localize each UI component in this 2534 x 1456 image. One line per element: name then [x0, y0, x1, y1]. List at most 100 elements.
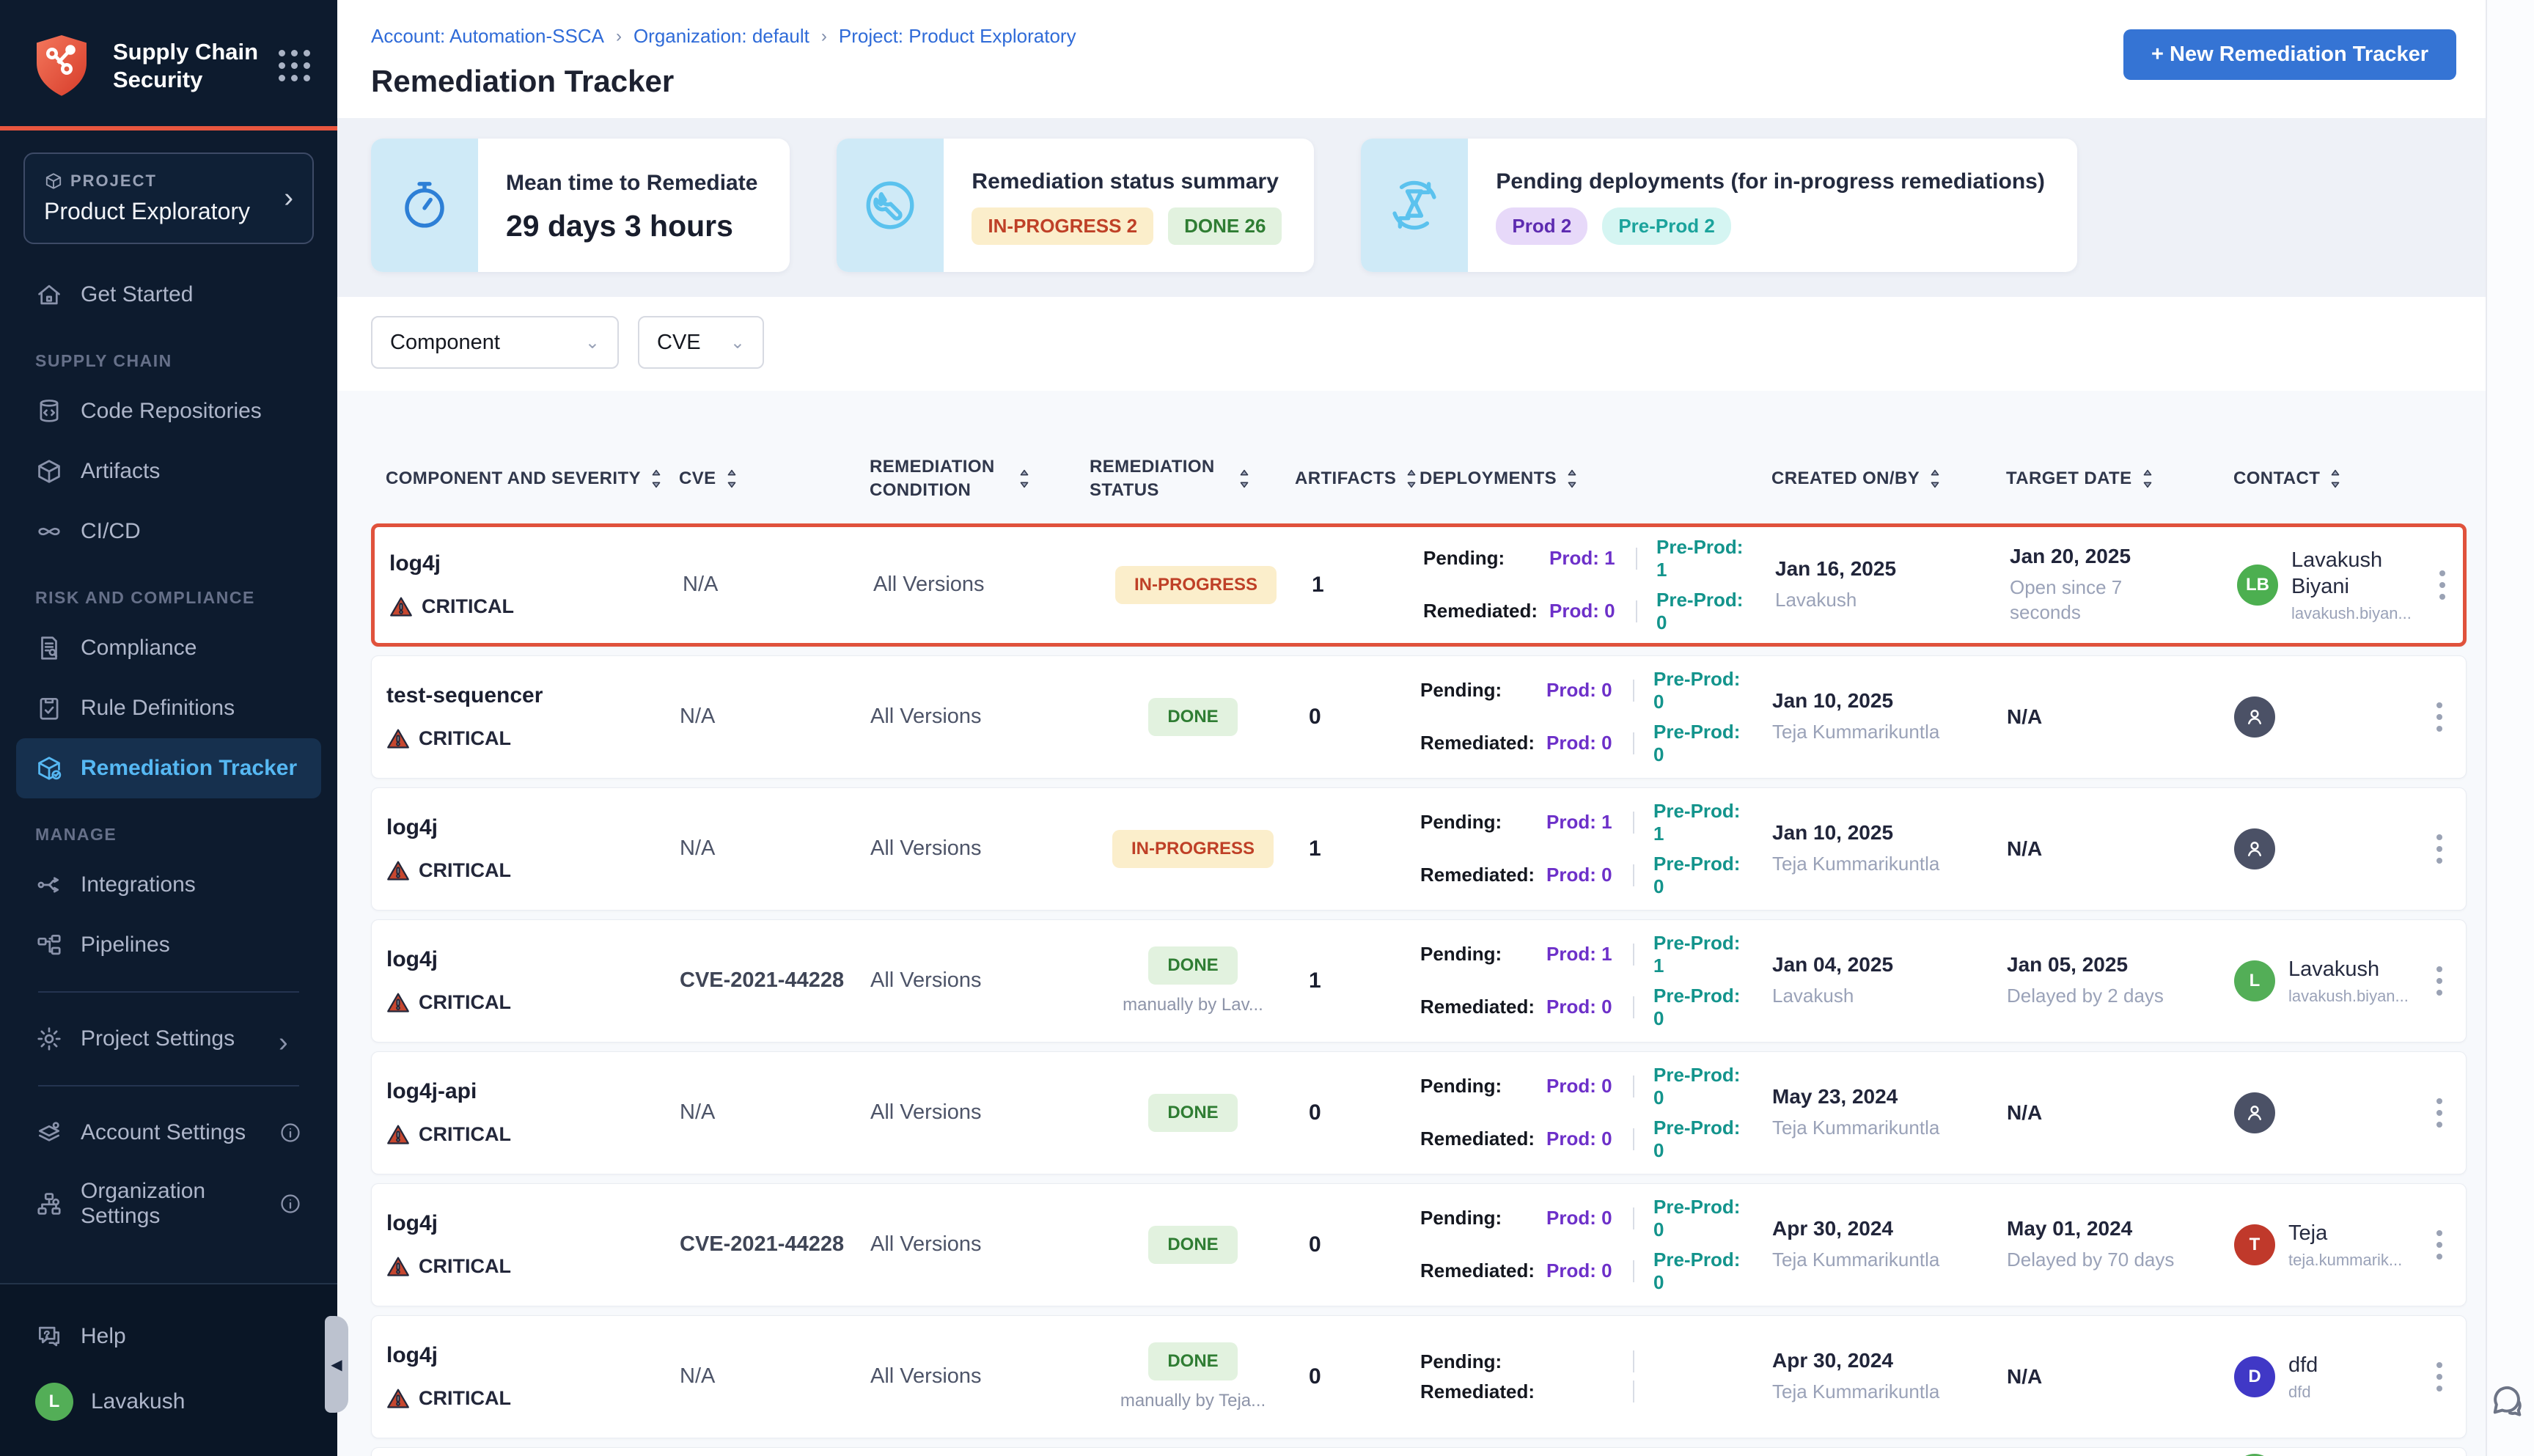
- table-row[interactable]: log4j CRITICAL CVE-2021-44228 All Versions D…: [371, 1183, 2467, 1306]
- cve-filter-label: CVE: [657, 330, 701, 354]
- sidebar-item-compliance[interactable]: Compliance: [16, 618, 321, 678]
- user-avatar: L: [35, 1383, 73, 1421]
- critical-warning-icon: [386, 727, 410, 751]
- status-badge: IN-PROGRESS: [1112, 829, 1274, 868]
- sort-icon[interactable]: [2140, 468, 2156, 490]
- sidebar-item-label: Code Repositories: [81, 399, 262, 423]
- deployments-line: Pending:: [1420, 1350, 1772, 1373]
- row-menu-icon[interactable]: [2417, 1355, 2461, 1399]
- table-row[interactable]: log4j CRITICAL N/A All Versions IN-PROGRESS 1…: [371, 787, 2467, 911]
- cve-cell: N/A: [680, 1100, 716, 1125]
- contact-name: Lavakush: [2288, 957, 2380, 981]
- sidebar-item-project-settings[interactable]: Project Settings ›: [16, 1009, 321, 1069]
- row-menu-icon[interactable]: [2420, 563, 2464, 607]
- table-row[interactable]: log4j-api CRITICAL N/A All Versions DONE 0 Pen…: [371, 1051, 2467, 1174]
- row-menu-icon[interactable]: [2417, 1223, 2461, 1267]
- nav-section-label: SUPPLY CHAIN: [35, 351, 172, 370]
- sort-icon[interactable]: [1016, 468, 1032, 490]
- component-cell: log4j-c: [386, 1454, 680, 1456]
- sort-icon[interactable]: [1564, 468, 1580, 490]
- column-header-remediation-condition[interactable]: REMEDIATION CONDITION: [870, 455, 1090, 503]
- deployments-cell: Pending: Prod: 1 Pre-Prod: 1 Remediated: Pro…: [1420, 793, 1772, 905]
- row-menu-icon[interactable]: [2417, 1091, 2461, 1135]
- chevron-down-icon: ⌄: [584, 332, 600, 353]
- sidebar-item-code-repositories[interactable]: Code Repositories: [16, 381, 321, 441]
- contact-avatar: L: [2234, 960, 2275, 1001]
- column-header-contact[interactable]: CONTACT: [2233, 467, 2417, 490]
- created-cell: Apr 30, 2024 Teja Kummarikuntla: [1772, 1349, 2007, 1405]
- sort-icon[interactable]: [724, 468, 740, 490]
- table-row[interactable]: log4j CRITICAL N/A All Versions DONE manually…: [371, 1315, 2467, 1438]
- integrations-icon: [35, 871, 63, 899]
- sidebar-item-integrations[interactable]: Integrations: [16, 855, 321, 915]
- project-label: PROJECT: [70, 172, 157, 190]
- sidebar-item-label: CI/CD: [81, 519, 141, 543]
- status-note: manually by Teja...: [1120, 1390, 1266, 1411]
- sort-icon[interactable]: [648, 468, 664, 490]
- sidebar-item-remediation-tracker[interactable]: Remediation Tracker: [16, 738, 321, 798]
- sidebar-user[interactable]: L Lavakush: [16, 1367, 321, 1437]
- sidebar-item-label: Pipelines: [81, 933, 170, 957]
- breadcrumb-link[interactable]: Organization: default: [633, 25, 809, 47]
- hourglass-sync-icon: [1387, 177, 1442, 233]
- component-name: log4j: [389, 551, 441, 576]
- sort-icon[interactable]: [1403, 468, 1420, 490]
- column-header-component-and-severity[interactable]: COMPONENT AND SEVERITY: [386, 467, 679, 490]
- remediation-status-cell: DONE: [1090, 1093, 1296, 1132]
- preprod-count: Pre-Prod: 0: [1653, 852, 1741, 897]
- component-cell: log4j-api CRITICAL: [386, 1079, 680, 1147]
- status-summary-badges: IN-PROGRESS 2 DONE 26: [972, 207, 1282, 245]
- app-switcher-icon[interactable]: [279, 50, 311, 82]
- cve-filter[interactable]: CVE ⌄: [638, 316, 764, 369]
- sidebar-item-organization-settings[interactable]: Organization Settings: [16, 1163, 321, 1245]
- sidebar-item-rule-definitions[interactable]: Rule Definitions: [16, 678, 321, 738]
- project-selector[interactable]: PROJECT Product Exploratory ›: [23, 152, 314, 244]
- row-menu-icon[interactable]: [2417, 695, 2461, 739]
- deployments-line: Pending: Prod: 0 Pre-Prod: 0: [1420, 668, 1772, 713]
- cve-cell: CVE-2021-44228: [680, 968, 845, 993]
- column-header-deployments[interactable]: DEPLOYMENTS: [1420, 467, 1771, 490]
- sidebar-item-label: Integrations: [81, 872, 196, 897]
- deployments-line: Pending: Prod: 0 Pre-Prod: 0: [1420, 1196, 1772, 1241]
- row-menu-icon[interactable]: [2417, 959, 2461, 1003]
- feedback-chat-icon[interactable]: [2487, 1380, 2528, 1421]
- sidebar-collapse-handle[interactable]: ◀: [325, 1316, 348, 1413]
- table-row[interactable]: test-sequencer CRITICAL N/A All Versions DON…: [371, 655, 2467, 779]
- sidebar-item-account-settings[interactable]: Account Settings: [16, 1103, 321, 1163]
- sidebar-item-label: Organization Settings: [81, 1179, 206, 1228]
- sidebar-item-get-started[interactable]: Get Started: [16, 265, 321, 325]
- sidebar-item-pipelines[interactable]: Pipelines: [16, 915, 321, 975]
- contact-email: dfd: [2288, 1382, 2311, 1401]
- breadcrumb-link[interactable]: Account: Automation-SSCA: [371, 25, 604, 47]
- column-header-target-date[interactable]: TARGET DATE: [2006, 467, 2233, 490]
- sidebar-item-artifacts[interactable]: Artifacts: [16, 441, 321, 501]
- component-cell: log4j CRITICAL: [386, 947, 680, 1015]
- deployments-divider: [1633, 1207, 1634, 1229]
- deployments-label: Pending:: [1420, 679, 1502, 702]
- sort-icon[interactable]: [2327, 468, 2343, 490]
- column-header-remediation-status[interactable]: REMEDIATION STATUS: [1090, 455, 1295, 503]
- sidebar-item-ci-cd[interactable]: CI/CD: [16, 501, 321, 562]
- column-header-artifacts[interactable]: ARTIFACTS: [1295, 467, 1420, 490]
- column-header-cve[interactable]: CVE: [679, 467, 870, 490]
- table-row[interactable]: log4j CRITICAL CVE-2021-44228 All Versions D…: [371, 919, 2467, 1043]
- sort-icon[interactable]: [1927, 468, 1943, 490]
- sidebar-item-help[interactable]: Help: [16, 1306, 321, 1367]
- deployments-label: Remediated:: [1420, 1260, 1535, 1282]
- deployments-label: Remediated:: [1420, 864, 1535, 886]
- user-name: Lavakush: [91, 1389, 186, 1413]
- breadcrumb-link[interactable]: Project: Product Exploratory: [838, 25, 1076, 47]
- chevron-right-icon: ›: [279, 1027, 288, 1058]
- component-filter[interactable]: Component ⌄: [371, 316, 619, 369]
- preprod-count: Pre-Prod: 0: [1653, 720, 1741, 765]
- new-remediation-tracker-button[interactable]: + New Remediation Tracker: [2123, 29, 2456, 80]
- table-row[interactable]: log4j CRITICAL N/A All Versions IN-PROGRESS 1…: [371, 523, 2467, 647]
- component-cell: log4j CRITICAL: [386, 815, 680, 883]
- page-title: Remediation Tracker: [371, 64, 675, 98]
- deployments-divider: [1636, 547, 1637, 570]
- project-name: Product Exploratory: [44, 198, 251, 224]
- sort-icon[interactable]: [1236, 468, 1252, 490]
- row-menu-icon[interactable]: [2417, 827, 2461, 871]
- column-header-created-on-by[interactable]: CREATED ON/BY: [1771, 467, 2006, 490]
- table-row[interactable]: log4j-c Harness: [371, 1446, 2467, 1456]
